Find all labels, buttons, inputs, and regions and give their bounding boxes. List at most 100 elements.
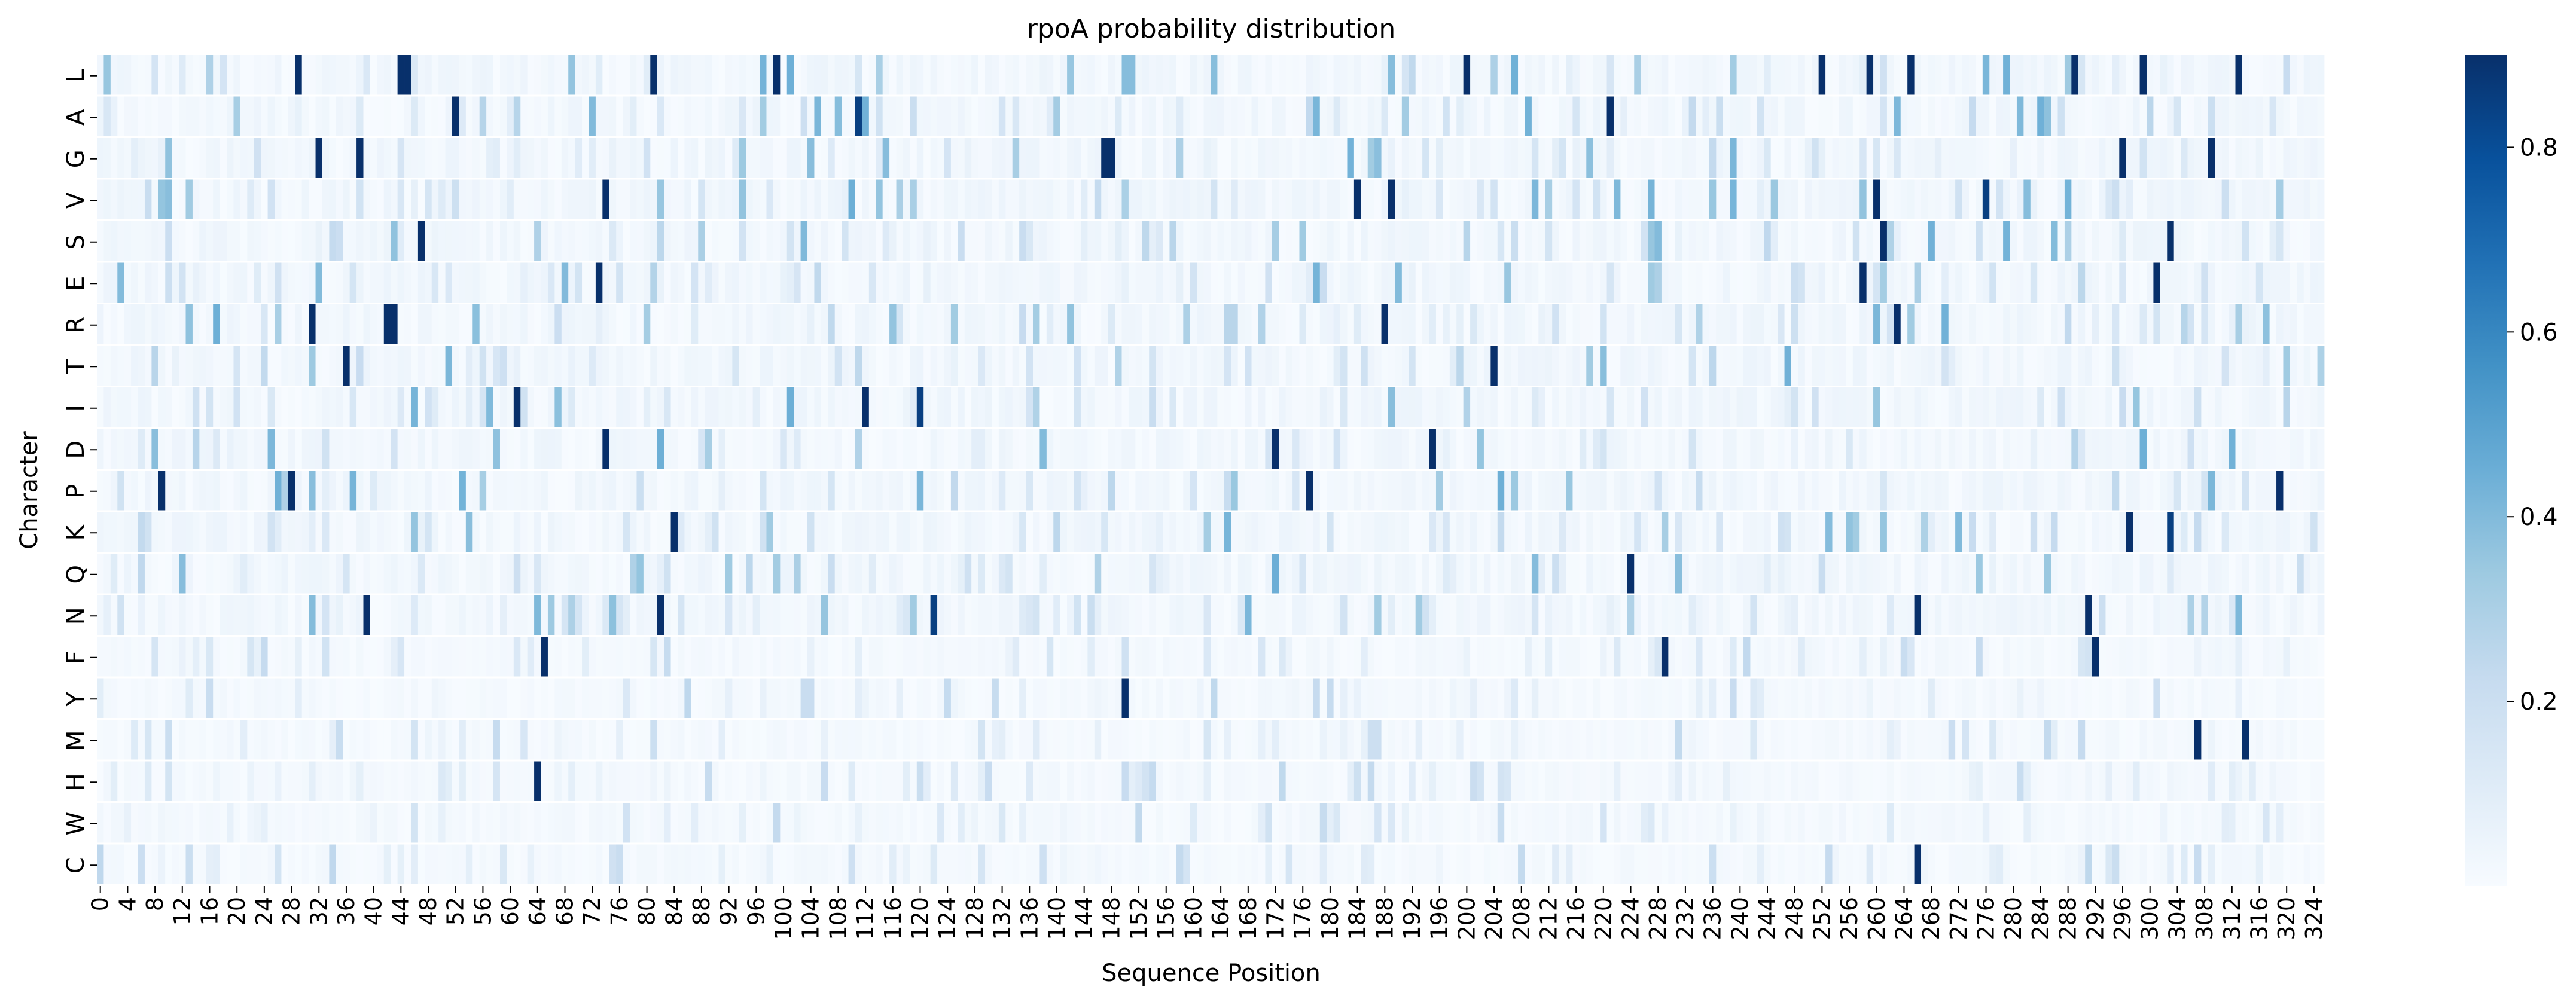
heatmap-cell bbox=[2167, 221, 2175, 261]
heatmap-cell bbox=[1395, 595, 1403, 635]
heatmap-cell bbox=[2105, 595, 2113, 635]
heatmap-cell bbox=[2057, 96, 2065, 136]
heatmap-cell bbox=[1224, 55, 1231, 95]
heatmap-cell bbox=[630, 179, 637, 219]
heatmap-cell bbox=[937, 138, 944, 178]
heatmap-cell bbox=[1675, 429, 1682, 469]
heatmap-cell bbox=[1176, 512, 1184, 552]
heatmap-cell bbox=[343, 262, 350, 303]
heatmap-cell bbox=[1566, 637, 1573, 677]
heatmap-cell bbox=[499, 179, 507, 219]
heatmap-cell bbox=[903, 262, 910, 303]
heatmap-cell bbox=[479, 387, 487, 427]
heatmap-cell bbox=[1203, 179, 1211, 219]
heatmap-cell bbox=[281, 138, 289, 178]
heatmap-cell bbox=[527, 471, 535, 511]
heatmap-cell bbox=[2016, 554, 2024, 594]
heatmap-cell bbox=[2317, 387, 2325, 427]
heatmap-cell bbox=[623, 637, 630, 677]
heatmap-cell bbox=[2276, 304, 2284, 344]
heatmap-cell bbox=[1989, 429, 1997, 469]
heatmap-cell bbox=[493, 346, 501, 386]
heatmap-cell bbox=[2160, 637, 2168, 677]
heatmap-cell bbox=[315, 595, 323, 635]
heatmap-cell bbox=[2126, 471, 2133, 511]
heatmap-cell bbox=[301, 138, 309, 178]
heatmap-cell bbox=[261, 554, 268, 594]
heatmap-cell bbox=[1443, 304, 1450, 344]
heatmap-cell bbox=[609, 471, 617, 511]
heatmap-cell bbox=[1784, 471, 1792, 511]
heatmap-cell bbox=[431, 637, 439, 677]
heatmap-cell bbox=[1292, 346, 1300, 386]
heatmap-cell bbox=[2221, 179, 2229, 219]
heatmap-cell bbox=[882, 96, 890, 136]
heatmap-cell bbox=[2071, 346, 2079, 386]
heatmap-cell bbox=[910, 179, 917, 219]
heatmap-cell bbox=[1504, 262, 1512, 303]
heatmap-cell bbox=[2269, 429, 2277, 469]
heatmap-cell bbox=[425, 96, 432, 136]
heatmap-cell bbox=[1272, 96, 1279, 136]
heatmap-cell bbox=[1353, 55, 1361, 95]
heatmap-cell bbox=[417, 512, 425, 552]
heatmap-cell bbox=[821, 346, 828, 386]
heatmap-cell bbox=[1224, 387, 1231, 427]
heatmap-cell bbox=[267, 471, 275, 511]
heatmap-cell bbox=[2003, 96, 2010, 136]
heatmap-cell bbox=[2112, 179, 2120, 219]
heatmap-cell bbox=[650, 429, 658, 469]
heatmap-cell bbox=[1361, 138, 1368, 178]
heatmap-cell bbox=[1032, 471, 1040, 511]
heatmap-cell bbox=[144, 346, 152, 386]
heatmap-cell bbox=[1149, 595, 1157, 635]
heatmap-cell bbox=[1613, 304, 1621, 344]
heatmap-cell bbox=[1804, 346, 1812, 386]
heatmap-cell bbox=[2187, 512, 2195, 552]
heatmap-cell bbox=[930, 221, 938, 261]
heatmap-cell bbox=[944, 471, 952, 511]
heatmap-cell bbox=[1409, 304, 1416, 344]
heatmap-cell bbox=[1135, 554, 1143, 594]
heatmap-cell bbox=[472, 678, 480, 718]
heatmap-cell bbox=[2119, 512, 2127, 552]
heatmap-cell bbox=[452, 138, 459, 178]
heatmap-cell bbox=[1552, 471, 1559, 511]
heatmap-cell bbox=[1778, 387, 1785, 427]
heatmap-cell bbox=[1661, 221, 1669, 261]
heatmap-cell bbox=[1504, 595, 1512, 635]
heatmap-cell bbox=[1039, 304, 1047, 344]
heatmap-cell bbox=[138, 678, 145, 718]
heatmap-cell bbox=[1224, 304, 1231, 344]
heatmap-cell bbox=[876, 96, 883, 136]
heatmap-cell bbox=[261, 678, 268, 718]
heatmap-cell bbox=[2105, 96, 2113, 136]
heatmap-cell bbox=[1996, 55, 2004, 95]
heatmap-cell bbox=[1825, 595, 1833, 635]
heatmap-cell bbox=[1108, 304, 1115, 344]
heatmap-cell bbox=[2010, 262, 2017, 303]
heatmap-cell bbox=[1094, 429, 1102, 469]
heatmap-cell bbox=[643, 678, 651, 718]
heatmap-cell bbox=[356, 471, 364, 511]
heatmap-cell bbox=[643, 55, 651, 95]
heatmap-cell bbox=[1470, 429, 1477, 469]
heatmap-cell bbox=[595, 678, 603, 718]
heatmap-cell bbox=[1231, 387, 1239, 427]
heatmap-cell bbox=[343, 595, 350, 635]
heatmap-cell bbox=[1531, 512, 1539, 552]
heatmap-cell bbox=[1846, 221, 1853, 261]
heatmap-cell bbox=[1101, 429, 1109, 469]
heatmap-cell bbox=[1709, 471, 1717, 511]
heatmap-cell bbox=[718, 346, 726, 386]
heatmap-cell bbox=[227, 429, 234, 469]
heatmap-cell bbox=[2030, 55, 2038, 95]
heatmap-cell bbox=[1634, 387, 1642, 427]
heatmap-cell bbox=[1409, 595, 1416, 635]
heatmap-cell bbox=[2105, 429, 2113, 469]
heatmap-cell bbox=[1005, 262, 1013, 303]
heatmap-cell bbox=[1552, 595, 1559, 635]
heatmap-cell bbox=[2099, 55, 2106, 95]
heatmap-cell bbox=[868, 512, 876, 552]
heatmap-cell bbox=[1709, 554, 1717, 594]
